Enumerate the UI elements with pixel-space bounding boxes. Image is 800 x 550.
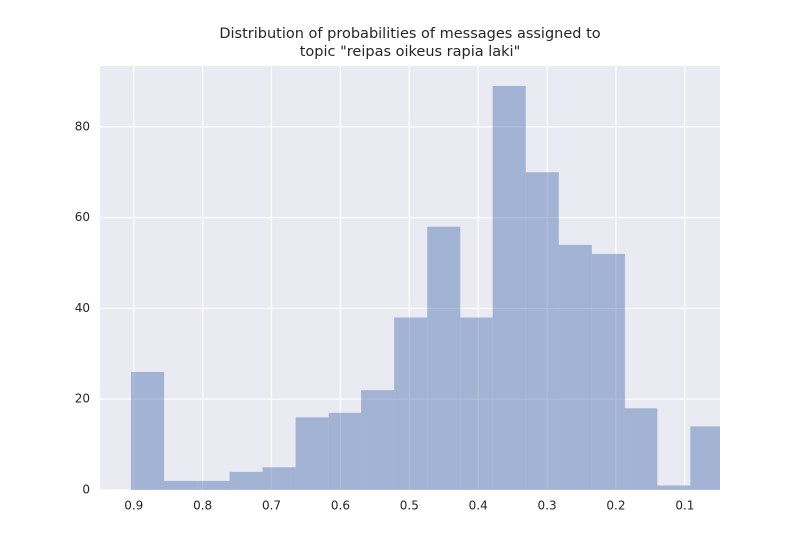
bar (690, 426, 720, 490)
bar (164, 480, 198, 490)
bar (131, 371, 165, 490)
bar (328, 412, 362, 490)
bar (427, 226, 461, 490)
y-tick-label: 40 (75, 301, 90, 315)
y-tick-label: 60 (75, 210, 90, 224)
x-tick-label: 0.6 (331, 499, 350, 513)
x-tick-label: 0.8 (193, 499, 212, 513)
bar (295, 417, 329, 490)
x-tick-label: 0.3 (538, 499, 557, 513)
chart-title: Distribution of probabilities of message… (219, 26, 600, 42)
chart-title: topic "reipas oikeus rapia laki" (300, 44, 521, 60)
y-tick-label: 20 (75, 392, 90, 406)
bar (558, 244, 592, 490)
bars (131, 85, 720, 490)
bar (492, 85, 526, 490)
bar (229, 471, 263, 490)
bar (197, 480, 230, 490)
x-tick-label: 0.7 (262, 499, 281, 513)
x-tick-label: 0.2 (606, 499, 625, 513)
y-tick-label: 0 (82, 483, 90, 497)
bar (361, 390, 395, 490)
bar (591, 253, 625, 490)
grid (100, 66, 720, 491)
x-tick-label: 0.1 (675, 499, 694, 513)
bar (460, 317, 493, 490)
bar (262, 467, 296, 490)
x-tick-label: 0.9 (124, 499, 143, 513)
plot-area (100, 66, 720, 490)
bar (657, 485, 691, 490)
x-tick-label: 0.5 (400, 499, 419, 513)
x-tick-label: 0.4 (469, 499, 488, 513)
bar (525, 172, 559, 490)
bar (394, 317, 428, 490)
bar (624, 408, 658, 490)
y-tick-label: 80 (75, 119, 90, 133)
